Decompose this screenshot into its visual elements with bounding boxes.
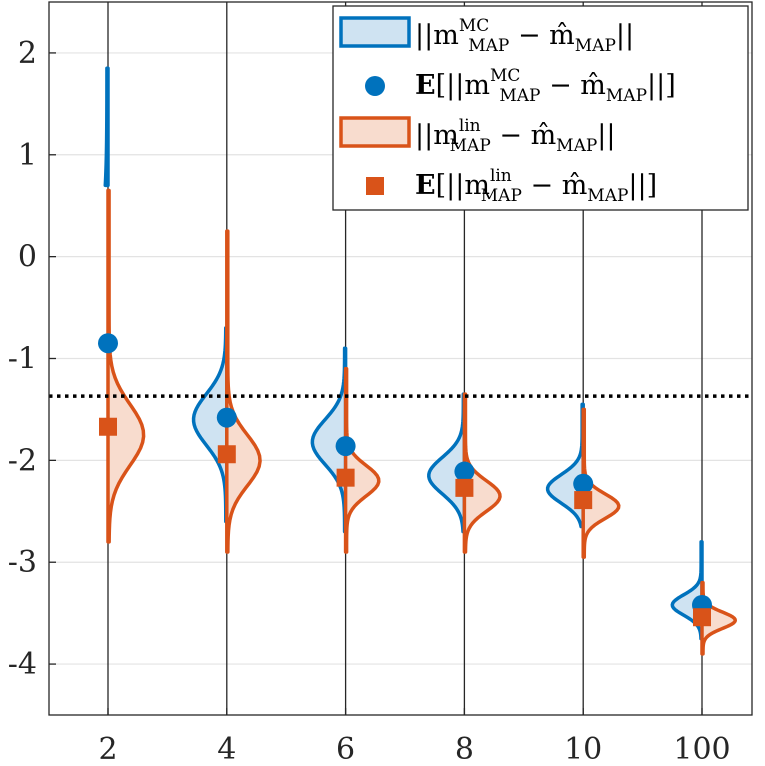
y-tick-label: -2: [8, 443, 37, 478]
plot-frame: [48, 1, 753, 716]
x-tick-labels: 2 4 6 8 10 100: [98, 732, 730, 766]
legend-label-sub: MAP: [450, 136, 491, 156]
legend-label-mhat: m̂: [580, 70, 606, 101]
legend-label-sup: lin: [490, 166, 512, 186]
y-tick-label: -3: [8, 545, 37, 580]
legend-label-E: E: [415, 70, 436, 101]
legend-label-sup: MC: [459, 16, 489, 36]
legend-swatch-lin: [339, 116, 411, 148]
mean-marker-lin-8: [455, 478, 474, 497]
legend-label-1: E[||mMC MAP − m̂MAP||]: [415, 66, 676, 106]
x-tick-label: 10: [564, 732, 602, 766]
legend: ||mMC MAP − m̂MAP||E[||mMC MAP − m̂MAP||]|…: [332, 5, 749, 211]
y-tick-label: 1: [18, 138, 37, 173]
legend-label-m: m: [464, 170, 490, 201]
legend-label-E: E: [415, 170, 436, 201]
legend-marker-MC: [365, 76, 385, 96]
violin-lin-8: [462, 392, 502, 554]
mean-marker-MC-8: [454, 461, 475, 482]
y-tick-labels: 2 1 0 -1 -2 -3 -4: [8, 36, 37, 682]
legend-label-sub: MAP: [468, 36, 509, 56]
mean-marker-MC-10: [573, 473, 594, 494]
legend-label-sup: lin: [459, 116, 481, 136]
x-tick-label: 2: [98, 732, 117, 766]
legend-label-mhat_sub: MAP: [575, 36, 616, 56]
mean-marker-lin-2: [99, 417, 117, 436]
mean-marker-lin-6: [336, 468, 355, 487]
y-tick-label: 2: [18, 36, 37, 71]
x-tick-label: 100: [673, 732, 730, 766]
x-tick-label: 4: [217, 732, 236, 766]
mean-marker-lin-4: [217, 445, 236, 464]
legend-label-3: E[||mlin MAP − m̂MAP||]: [415, 166, 657, 206]
legend-label-suffix: ||]: [647, 70, 676, 101]
legend-label-2: ||mlin MAP − m̂MAP||: [415, 116, 616, 156]
legend-label-minus: −: [509, 20, 549, 51]
y-tick-label: -4: [8, 647, 37, 682]
mean-marker-MC-6: [335, 436, 356, 457]
legend-label-prefix: [||: [436, 70, 465, 101]
legend-label-m: m: [433, 120, 459, 151]
mean-marker-lin-100: [693, 608, 711, 627]
legend-label-sup: MC: [490, 66, 520, 86]
violin-MC-2: [103, 66, 110, 188]
legend-label-mhat_sub: MAP: [556, 136, 597, 156]
legend-label-sub: MAP: [481, 186, 522, 206]
y-tick-label: 0: [18, 240, 37, 275]
x-tick-label: 8: [455, 732, 474, 766]
mean-markers: [98, 333, 712, 627]
legend-label-suffix: ||: [597, 120, 615, 151]
legend-label-0: ||mMC MAP − m̂MAP||: [415, 16, 634, 56]
legend-label-m: m: [433, 20, 459, 51]
legend-label-prefix: ||: [415, 120, 433, 151]
violin-lin-4: [225, 229, 262, 554]
legend-label-mhat: m̂: [531, 120, 557, 151]
legend-swatch-MC: [339, 16, 411, 48]
legend-label-mhat: m̂: [549, 20, 575, 51]
legend-label-minus: −: [540, 70, 580, 101]
y-tick-label: -1: [8, 342, 37, 377]
violin-lin-2: [106, 188, 146, 544]
violins: [103, 66, 737, 656]
legend-label-sub: MAP: [499, 86, 540, 106]
legend-label-mhat_sub: MAP: [606, 86, 647, 106]
legend-label-mhat: m̂: [562, 170, 588, 201]
mean-marker-MC-2: [98, 333, 118, 354]
legend-label-suffix: ||]: [628, 170, 657, 201]
mean-marker-lin-10: [574, 491, 593, 510]
legend-label-prefix: [||: [436, 170, 465, 201]
legend-label-prefix: ||: [415, 20, 433, 51]
legend-marker-lin: [366, 177, 384, 195]
legend-label-mhat_sub: MAP: [587, 186, 628, 206]
legend-label-m: m: [464, 70, 490, 101]
violin-lin-100: [700, 580, 737, 656]
legend-label-minus: −: [522, 170, 562, 201]
legend-label-suffix: ||: [616, 20, 634, 51]
mean-marker-MC-4: [216, 407, 237, 428]
x-tick-label: 6: [336, 732, 355, 766]
legend-label-minus: −: [491, 120, 531, 151]
